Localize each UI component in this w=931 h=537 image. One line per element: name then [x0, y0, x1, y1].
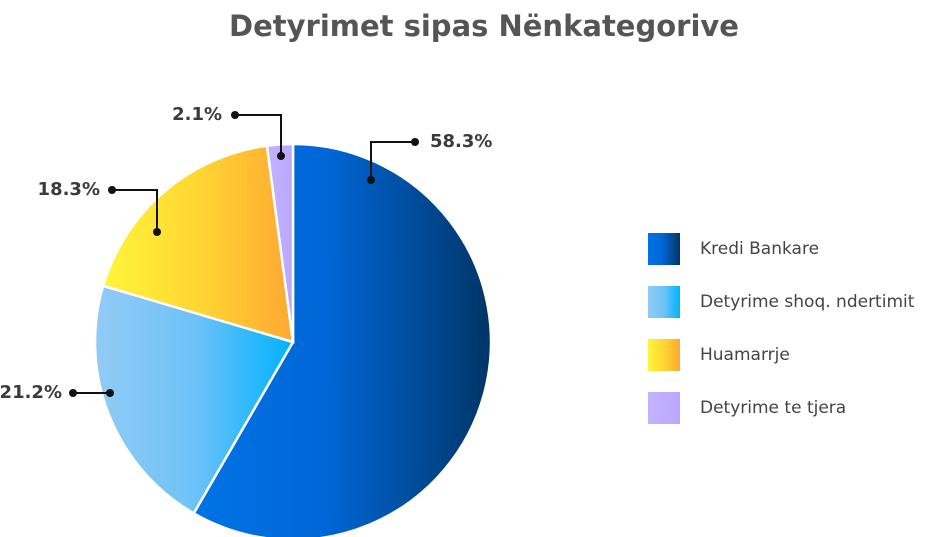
pie-slice [265, 142, 295, 343]
legend-label: Detyrime shoq. ndertimit [700, 292, 915, 312]
leader-dot [367, 176, 375, 184]
leader-line [370, 141, 415, 180]
legend-swatch [648, 233, 680, 265]
legend-swatch [648, 392, 680, 424]
legend-label: Huamarrje [700, 345, 790, 365]
data-label: 21.2% [0, 382, 62, 403]
chart-title: Detyrimet sipas Nënkategorive [229, 9, 739, 43]
leader-dot [108, 186, 116, 194]
pie-slice [192, 142, 493, 537]
data-label: 18.3% [38, 179, 100, 200]
legend-swatch [648, 286, 680, 318]
legend-swatch [648, 339, 680, 371]
pie-slice [93, 284, 295, 516]
leader-dot [277, 152, 285, 160]
leader-line [112, 189, 158, 232]
data-label: 2.1% [172, 104, 222, 125]
leader-dot [106, 389, 114, 397]
leader-dot [231, 111, 239, 119]
data-label: 58.3% [430, 131, 492, 152]
pie-slice [101, 144, 295, 344]
legend-label: Kredi Bankare [700, 239, 819, 259]
leader-dot [69, 389, 77, 397]
legend-label: Detyrime te tjera [700, 398, 846, 418]
leader-line [235, 114, 282, 156]
leader-dot [153, 228, 161, 236]
leader-dot [411, 138, 419, 146]
